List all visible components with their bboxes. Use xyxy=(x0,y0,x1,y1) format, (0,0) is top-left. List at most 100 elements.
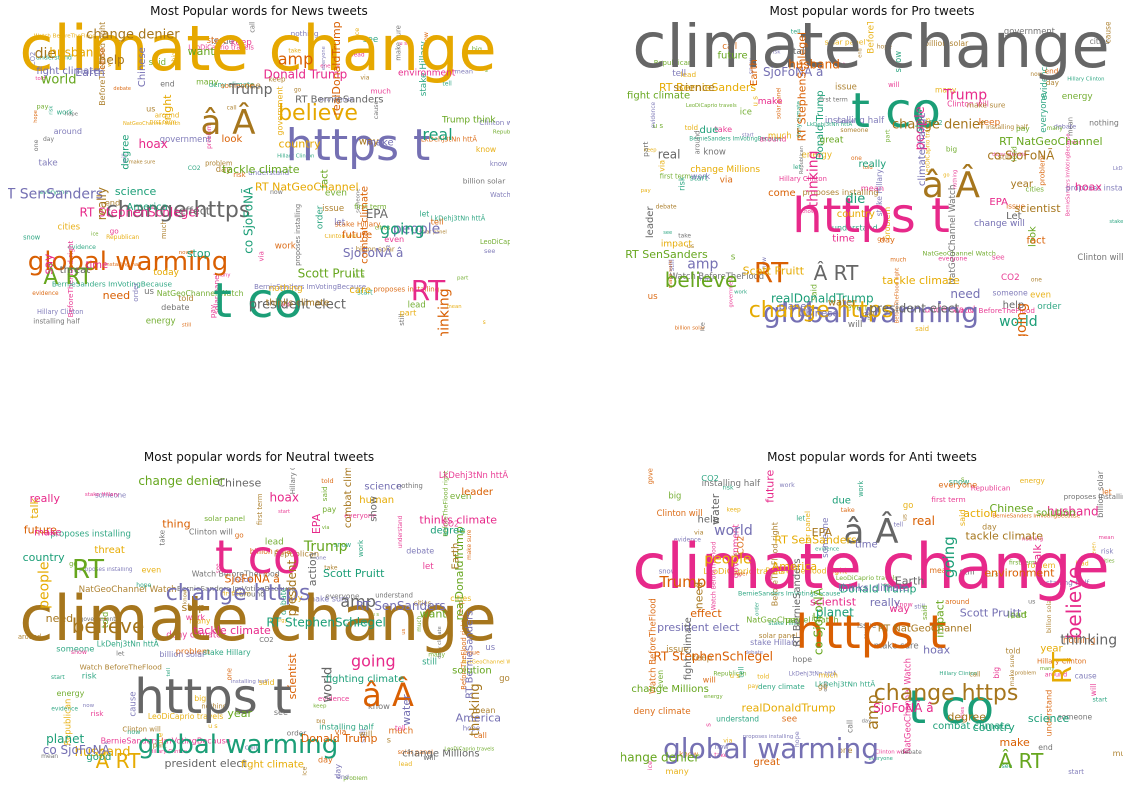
cloud-word-small: Hillary Clinton xyxy=(779,175,827,183)
cloud-word-small: proposes installing xyxy=(50,529,131,539)
cloud-word-small: LkDehj3tNn httÃ xyxy=(431,213,486,222)
cloud-word-small: Watch BeforeTheFlood xyxy=(192,570,280,579)
cloud-word-small: told xyxy=(863,165,873,171)
cloud-word-small: end xyxy=(734,552,744,558)
cloud-word-small: tell xyxy=(791,28,801,36)
cloud-word: â Â xyxy=(844,511,899,552)
cloud-word-small: around xyxy=(239,589,265,598)
cloud-word-small: issue xyxy=(464,649,480,656)
cloud-word: t co xyxy=(851,83,941,139)
cloud-word-small: said xyxy=(915,325,929,333)
cloud-word-small: LeoDiCaprio travels xyxy=(703,566,784,576)
cloud-word-small: BeforeTheFlood right xyxy=(98,22,107,106)
cloud-word: https t xyxy=(134,669,292,725)
cloud-word-small: LeoDiCaprio travels xyxy=(686,103,737,109)
cloud-word-small: understand xyxy=(716,715,759,724)
cloud-word-small: lead xyxy=(1075,561,1088,568)
cloud-word-small: deny climate xyxy=(166,630,221,640)
cloud-word-small: snow xyxy=(422,32,430,49)
cloud-word-small: Watch BeforeTheFlood xyxy=(490,191,510,199)
cloud-word-small: risk xyxy=(1101,547,1114,555)
cloud-word-small: government xyxy=(1004,26,1056,36)
cloud-word-small: Clinton will xyxy=(325,234,358,240)
cloud-word-small: now xyxy=(1030,72,1042,78)
cloud-word-small: snow xyxy=(893,51,903,73)
cloud-word-small: one xyxy=(33,139,40,151)
cloud-word-small: s xyxy=(483,320,486,326)
cloud-word-small: cities xyxy=(375,225,391,231)
cloud-word: Scott Pruitt xyxy=(298,267,365,281)
cloud-word: world xyxy=(714,523,753,539)
cloud-word-small: installing half xyxy=(319,722,374,732)
cloud-word-small: day xyxy=(43,136,54,143)
cloud-word: really xyxy=(30,492,61,505)
panel-pro: Most popular words for Pro tweets mean me… xyxy=(621,4,1123,336)
cloud-word: thinking xyxy=(437,288,453,336)
cloud-word-small: stake Hillary xyxy=(1109,219,1123,225)
cloud-word-small: via xyxy=(360,75,369,82)
cloud-word-small: Clinton will xyxy=(122,725,161,733)
cloud-word-small: tell xyxy=(736,667,745,678)
cloud-word-small: hope xyxy=(136,582,151,589)
cloud-word: due xyxy=(832,495,851,506)
cloud-word-small: told xyxy=(757,674,769,681)
cloud-word: climate change xyxy=(632,22,1109,82)
cloud-word: thing xyxy=(162,518,190,531)
cloud-word: combat climate xyxy=(360,186,371,264)
cloud-word: help xyxy=(99,53,125,67)
cloud-word-small: hope xyxy=(700,277,714,283)
cloud-word-small: day xyxy=(318,755,333,764)
cloud-word-small: understand xyxy=(375,591,413,599)
cloud-word-small: tell xyxy=(166,667,172,676)
cloud-word-small: see xyxy=(663,230,672,236)
cloud-word-small: order xyxy=(733,572,748,578)
cloud-word-small: evidence xyxy=(1040,61,1050,100)
cloud-word: scientist xyxy=(286,653,299,700)
cloud-word-small: will xyxy=(1089,684,1098,697)
cloud-word-small: cause xyxy=(372,100,380,119)
cloud-word: Chinese xyxy=(217,476,261,489)
cloud-word-small: start xyxy=(1068,768,1084,776)
cloud-word-small: ice xyxy=(353,28,361,37)
cloud-word-small: around xyxy=(18,633,41,641)
cloud-word: want xyxy=(188,45,216,58)
cloud-word-small: many xyxy=(196,78,219,87)
cloud-word-small: BeforeTheFlood right xyxy=(66,240,75,317)
cloud-word: effect xyxy=(690,607,722,620)
cloud-word-small: CO2 xyxy=(443,520,459,529)
cloud-word-small: stake Hillary xyxy=(875,169,884,217)
cloud-word-small: now xyxy=(127,728,140,736)
cloud-word-small: energy xyxy=(270,618,288,624)
cloud-word-small: day xyxy=(216,164,231,174)
cloud-word-small: BernieSanders ImVotingBecause xyxy=(101,737,231,746)
cloud-word-small: told xyxy=(35,76,45,82)
cloud-word-small: ice xyxy=(740,107,752,117)
cloud-word: fight climate xyxy=(627,90,690,101)
cloud-word-small: one xyxy=(244,82,260,92)
cloud-word: Earth xyxy=(75,66,105,79)
cloud-word: water xyxy=(400,694,413,726)
cloud-word-small: deny climate xyxy=(318,97,354,103)
cloud-word-small: u s xyxy=(354,271,365,280)
cloud-word-small: tell xyxy=(672,69,686,79)
cloud-word: year xyxy=(1040,643,1063,654)
cloud-word: Trump xyxy=(659,573,707,591)
cloud-word: future xyxy=(342,230,372,241)
cloud-word-small: Clinton will xyxy=(657,508,703,518)
cloud-word-small: make sure xyxy=(1009,654,1016,686)
cloud-word-small: LkDehj3tNn httÃ xyxy=(97,640,160,649)
cloud-word-small: government xyxy=(499,674,510,684)
cloud-word: stop xyxy=(187,247,211,260)
cloud-word-small: billion solar xyxy=(463,177,506,186)
cloud-word-small: issue xyxy=(835,82,857,92)
cloud-word-small: risk xyxy=(677,176,687,191)
cloud-word-small: LeoDiCaprio travels xyxy=(836,575,898,582)
cloud-word-small: via xyxy=(694,529,704,537)
cloud-word-small: still xyxy=(358,729,368,743)
cloud-word-small: snow xyxy=(71,649,87,656)
cloud-word-small: make sure xyxy=(307,595,349,604)
cloud-word-small: take xyxy=(678,234,691,240)
cloud-word-small: evidence xyxy=(318,695,349,703)
cloud-word-small: ice xyxy=(646,761,654,770)
cloud-word-small: day xyxy=(880,234,895,244)
